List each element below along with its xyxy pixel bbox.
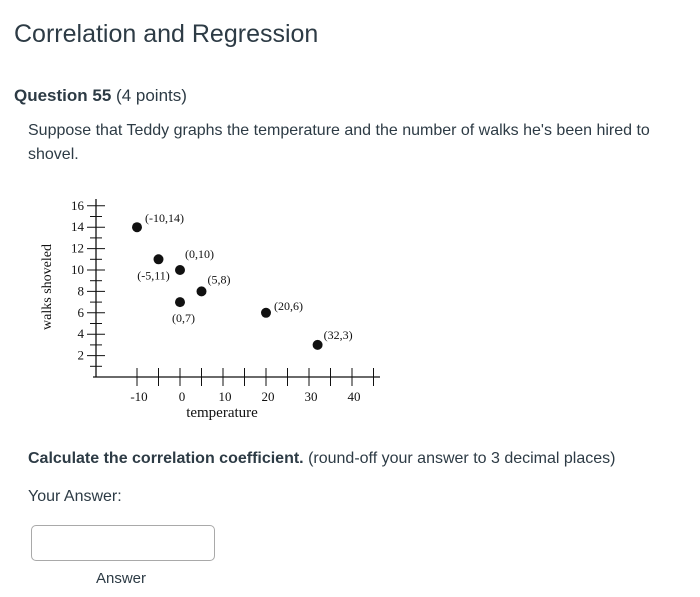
data-point [132,222,142,233]
x-tick-label: 20 [262,389,275,404]
x-axis-title: temperature [186,405,258,421]
x-tick-label: 0 [179,389,186,404]
question-number: Question 55 [14,86,112,105]
answer-field-label: Answer [96,570,147,587]
data-point [175,265,185,275]
x-tick-label: 30 [305,389,318,404]
y-tick-label: 4 [78,326,85,341]
data-point-label: (5,8) [208,272,231,286]
data-point [175,297,185,308]
y-axis-title: walks shoveled [40,244,55,330]
y-tick-label: 2 [78,348,85,363]
data-point [196,286,207,297]
y-tick-label: 10 [71,262,84,277]
scatter-plot-image: 2 4 6 8 10 12 14 16 -10 0 10 20 30 40 temperature walks… [35,185,395,430]
data-point [312,339,323,350]
data-point [153,254,164,265]
your-answer-label: Your Answer: [28,488,122,505]
question-instruction: Calculate the correlation coefficient. (… [28,450,615,468]
page-title: Correlation and Regression [14,20,319,48]
x-tick-label: 10 [219,389,232,404]
x-tick-label: 40 [348,389,361,404]
data-point-label: (20,6) [274,299,303,313]
answer-input[interactable] [31,525,215,561]
question-header: Question 55 (4 points) [14,86,187,106]
y-tick-label: 8 [78,283,85,298]
question-points: (4 points) [116,86,187,105]
data-point-label: (-10,14) [145,211,184,225]
data-point [261,307,271,318]
question-text: Suppose that Teddy graphs the temperatur… [28,122,650,163]
data-point-label: (32,3) [324,328,353,342]
y-tick-label: 14 [71,219,85,234]
data-point-label: (0,10) [185,247,214,261]
data-point-label: (0,7) [172,311,195,325]
y-tick-label: 6 [78,305,85,320]
data-point-label: (-5,11) [137,268,170,282]
instruction-bold: Calculate the correlation coefficient. [28,450,304,467]
instruction-rest: (round-off your answer to 3 decimal plac… [303,450,616,467]
x-tick-label: -10 [130,389,147,404]
y-tick-label: 12 [71,241,84,256]
scatter-plot: 2 4 6 8 10 12 14 16 -10 0 10 20 30 40 temperature walks… [40,198,380,421]
y-tick-label: 16 [71,198,85,213]
